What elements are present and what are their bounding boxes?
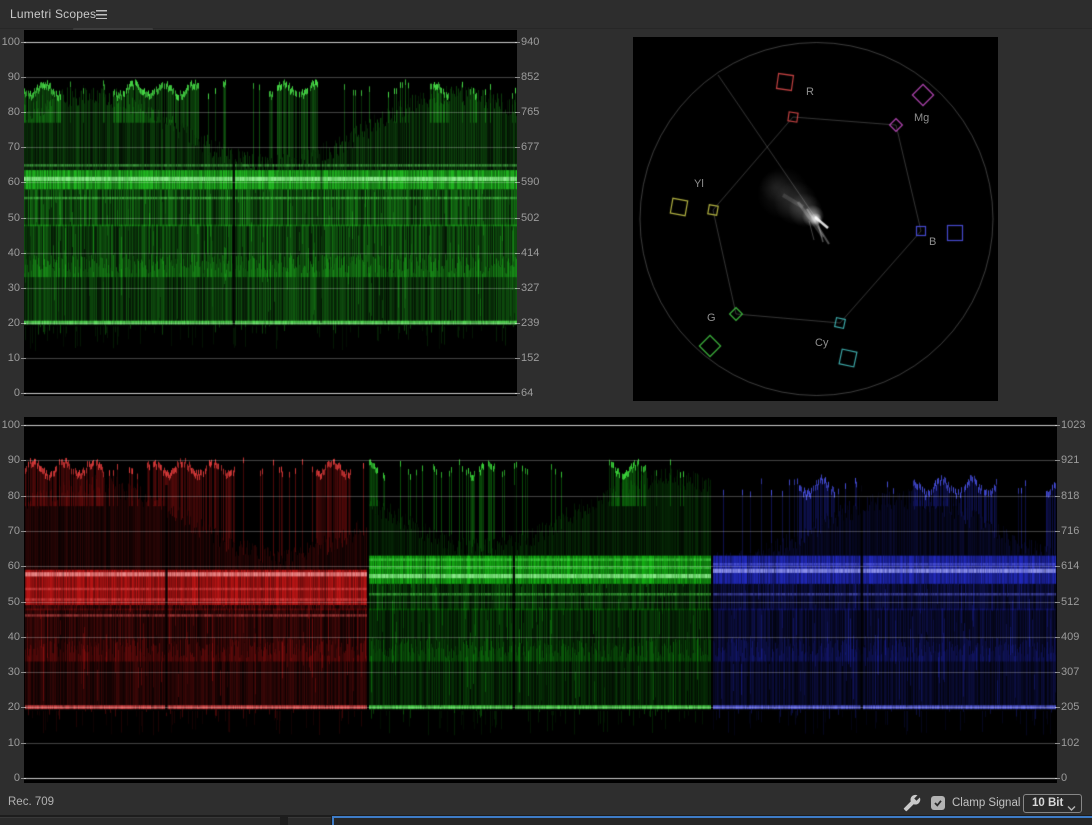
panel-title: Lumetri Scopes <box>10 7 97 21</box>
axis-tick-label: 90 <box>7 454 27 467</box>
vectorscope <box>633 37 998 401</box>
axis-tick-label: 677 <box>514 141 540 154</box>
clamp-signal-checkbox[interactable] <box>931 796 945 810</box>
bit-depth-dropdown[interactable]: 10 Bit <box>1023 794 1082 813</box>
axis-tick-label: 70 <box>7 141 27 154</box>
axis-tick-label: 716 <box>1054 524 1080 537</box>
panel-below-left <box>0 817 280 825</box>
axis-tick-label: 502 <box>514 211 540 224</box>
axis-tick-label: 512 <box>1054 595 1080 608</box>
axis-tick-label: 1023 <box>1054 419 1086 431</box>
clamp-signal-label[interactable]: Clamp Signal <box>952 797 1021 809</box>
axis-tick-label: 307 <box>1054 666 1080 679</box>
axis-tick-label: 940 <box>514 36 540 48</box>
axis-tick-label: 64 <box>514 387 534 399</box>
axis-tick-label: 30 <box>7 666 27 679</box>
bit-depth-value: 10 Bit <box>1032 797 1064 809</box>
luma-waveform-scope <box>24 30 517 396</box>
axis-tick-label: 80 <box>7 489 27 502</box>
axis-tick-label: 100 <box>1 36 27 48</box>
axis-tick-label: 40 <box>7 246 27 259</box>
axis-tick-label: 0 <box>13 772 27 784</box>
axis-tick-label: 0 <box>13 387 27 399</box>
parade-left-axis: 100 90 80 70 60 50 40 30 20 10 0 <box>0 0 27 800</box>
axis-tick-label: 70 <box>7 524 27 537</box>
axis-tick-label: 90 <box>7 71 27 84</box>
axis-tick-label: 20 <box>7 316 27 329</box>
axis-tick-label: 409 <box>1054 630 1080 643</box>
axis-tick-label: 50 <box>7 211 27 224</box>
axis-tick-label: 10 <box>7 351 27 364</box>
axis-tick-label: 100 <box>1 419 27 431</box>
parade-right-axis: 1023 921 818 716 614 512 409 307 205 102 0 <box>1054 0 1092 800</box>
panel-drag-strip <box>73 28 153 31</box>
axis-tick-label: 60 <box>7 560 27 573</box>
axis-tick-label: 20 <box>7 701 27 714</box>
axis-tick-label: 765 <box>514 106 540 119</box>
panels-below-edge <box>0 815 1092 825</box>
axis-tick-label: 818 <box>1054 489 1080 502</box>
scopes-footer: Rec. 709 Clamp Signal 10 Bit <box>0 790 1092 815</box>
panel-below-middle <box>288 817 331 825</box>
check-icon <box>934 800 942 807</box>
axis-tick-label: 205 <box>1054 701 1080 714</box>
axis-tick-label: 852 <box>514 71 540 84</box>
axis-tick-label: 102 <box>1054 736 1080 749</box>
axis-tick-label: 60 <box>7 176 27 189</box>
luma-right-axis: 940 852 765 677 590 502 414 327 239 152 64 <box>514 0 561 400</box>
axis-tick-label: 80 <box>7 106 27 119</box>
axis-tick-label: 590 <box>514 176 540 189</box>
axis-tick-label: 921 <box>1054 454 1080 467</box>
hamburger-menu-icon[interactable] <box>96 10 107 19</box>
axis-tick-label: 30 <box>7 281 27 294</box>
axis-tick-label: 10 <box>7 736 27 749</box>
axis-tick-label: 327 <box>514 281 540 294</box>
axis-tick-label: 0 <box>1054 772 1068 784</box>
axis-tick-label: 414 <box>514 246 540 259</box>
axis-tick-label: 239 <box>514 316 540 329</box>
colorspace-label: Rec. 709 <box>8 796 55 808</box>
luma-left-axis: 100 90 80 70 60 50 40 30 20 10 0 <box>0 0 27 800</box>
panel-header: Lumetri Scopes <box>0 0 1092 29</box>
panel-below-focused <box>332 816 1092 825</box>
axis-tick-label: 50 <box>7 595 27 608</box>
axis-tick-label: 40 <box>7 630 27 643</box>
axis-tick-label: 614 <box>1054 560 1080 573</box>
axis-tick-label: 152 <box>514 351 540 364</box>
settings-wrench-icon[interactable] <box>903 794 921 812</box>
rgb-parade-scope <box>24 417 1057 783</box>
chevron-down-icon <box>1067 799 1076 817</box>
